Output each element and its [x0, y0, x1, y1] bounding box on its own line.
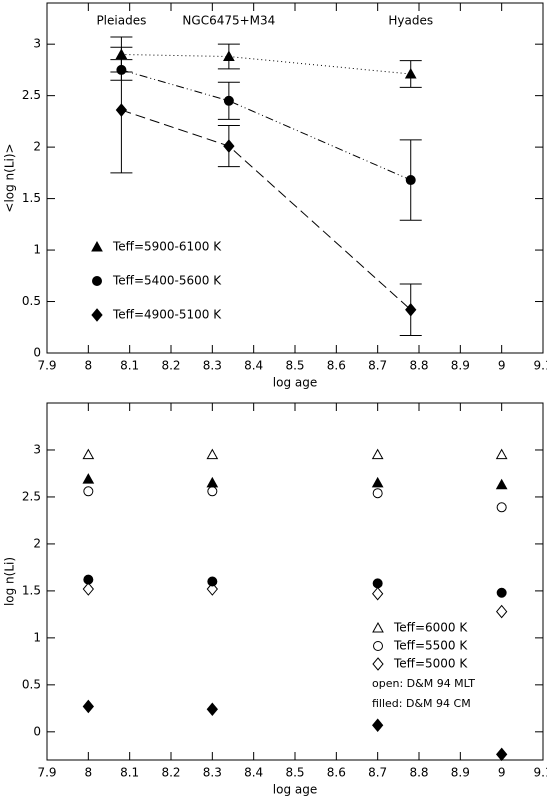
- legend-marker: [91, 240, 103, 252]
- x-tick-label: 8.8: [409, 766, 428, 780]
- marker: [83, 486, 94, 497]
- annotation: Pleiades: [96, 14, 146, 28]
- x-axis-label: log age: [273, 376, 317, 390]
- marker: [82, 448, 95, 460]
- x-tick-label: 8.5: [285, 359, 304, 373]
- y-tick-label: 3: [33, 37, 41, 51]
- legend-marker: [372, 621, 384, 633]
- legend-label: Teff=6000 K: [393, 621, 468, 635]
- y-axis-label: log n(Li): [3, 557, 17, 606]
- x-tick-label: 8.2: [161, 359, 180, 373]
- y-tick-label: 0: [33, 346, 41, 360]
- x-tick-label: 9.1: [533, 766, 547, 780]
- marker: [405, 175, 416, 186]
- marker: [115, 103, 128, 117]
- marker: [371, 476, 384, 488]
- y-tick-label: 0.5: [22, 677, 41, 691]
- legend-marker: [92, 276, 102, 286]
- marker: [371, 448, 384, 460]
- marker: [496, 604, 508, 619]
- x-tick-label: 8.4: [244, 766, 263, 780]
- marker: [495, 478, 508, 490]
- x-tick-label: 8.1: [120, 766, 139, 780]
- x-tick-label: 8: [85, 359, 93, 373]
- x-tick-label: 8.6: [327, 359, 346, 373]
- series-line: [121, 53, 411, 75]
- legend-note: open: D&M 94 MLT: [372, 677, 475, 690]
- y-tick-label: 1: [33, 630, 41, 644]
- marker: [207, 486, 218, 497]
- x-axis-label: log age: [273, 783, 317, 797]
- y-tick-label: 1.5: [22, 191, 41, 205]
- y-axis-label: <log n(Li)>: [3, 143, 17, 212]
- marker: [223, 139, 235, 153]
- y-tick-label: 1.5: [22, 583, 41, 597]
- marker: [404, 67, 417, 79]
- legend-note: filled: D&M 94 CM: [372, 697, 471, 710]
- x-tick-label: 9: [498, 359, 506, 373]
- x-tick-label: 8.1: [120, 359, 139, 373]
- legend-label: Teff=5500 K: [393, 639, 468, 653]
- legend-marker: [91, 308, 103, 322]
- x-tick-label: 8.6: [327, 766, 346, 780]
- marker: [83, 574, 94, 585]
- legend-label: Teff=4900-5100 K: [112, 308, 222, 322]
- x-tick-label: 8.5: [285, 766, 304, 780]
- legend-marker: [372, 657, 384, 671]
- x-tick-label: 7.9: [37, 359, 56, 373]
- marker: [82, 473, 95, 484]
- marker: [372, 488, 383, 499]
- legend-label: Teff=5900-6100 K: [112, 240, 222, 254]
- x-tick-label: 8.7: [368, 766, 387, 780]
- marker: [206, 582, 218, 596]
- marker: [206, 448, 219, 460]
- legend-label: Teff=5400-5600 K: [112, 274, 222, 288]
- x-tick-label: 8.4: [244, 359, 263, 373]
- x-tick-label: 9.1: [533, 359, 547, 373]
- marker: [206, 476, 219, 488]
- x-tick-label: 8.8: [409, 359, 428, 373]
- annotation: NGC6475+M34: [182, 14, 275, 28]
- x-tick-label: 7.9: [37, 766, 56, 780]
- marker: [206, 702, 218, 717]
- y-tick-label: 2.5: [22, 88, 41, 102]
- marker: [372, 718, 384, 733]
- y-tick-label: 2.5: [22, 489, 41, 503]
- x-tick-label: 9: [498, 766, 506, 780]
- marker: [496, 747, 508, 762]
- x-tick-label: 8.9: [451, 766, 470, 780]
- marker: [223, 95, 234, 106]
- y-tick-label: 3: [33, 442, 41, 456]
- y-tick-label: 0.5: [22, 294, 41, 308]
- x-tick-label: 8.7: [368, 359, 387, 373]
- legend-marker: [373, 641, 383, 651]
- y-tick-label: 1: [33, 243, 41, 257]
- x-tick-label: 8.3: [203, 766, 222, 780]
- marker: [495, 448, 508, 460]
- x-tick-label: 8.3: [203, 359, 222, 373]
- marker: [372, 578, 383, 589]
- marker: [207, 576, 218, 587]
- annotation: Hyades: [388, 14, 433, 28]
- marker: [496, 587, 507, 598]
- y-tick-label: 2: [33, 536, 41, 550]
- marker: [496, 502, 507, 513]
- marker: [82, 582, 94, 596]
- marker: [372, 586, 384, 601]
- y-tick-label: 2: [33, 140, 41, 154]
- x-tick-label: 8.2: [161, 766, 180, 780]
- marker: [223, 50, 235, 62]
- marker: [405, 302, 417, 317]
- x-tick-label: 8: [85, 766, 93, 780]
- y-tick-label: 0: [33, 724, 41, 738]
- legend-label: Teff=5000 K: [393, 657, 468, 671]
- marker: [82, 699, 94, 714]
- x-tick-label: 8.9: [451, 359, 470, 373]
